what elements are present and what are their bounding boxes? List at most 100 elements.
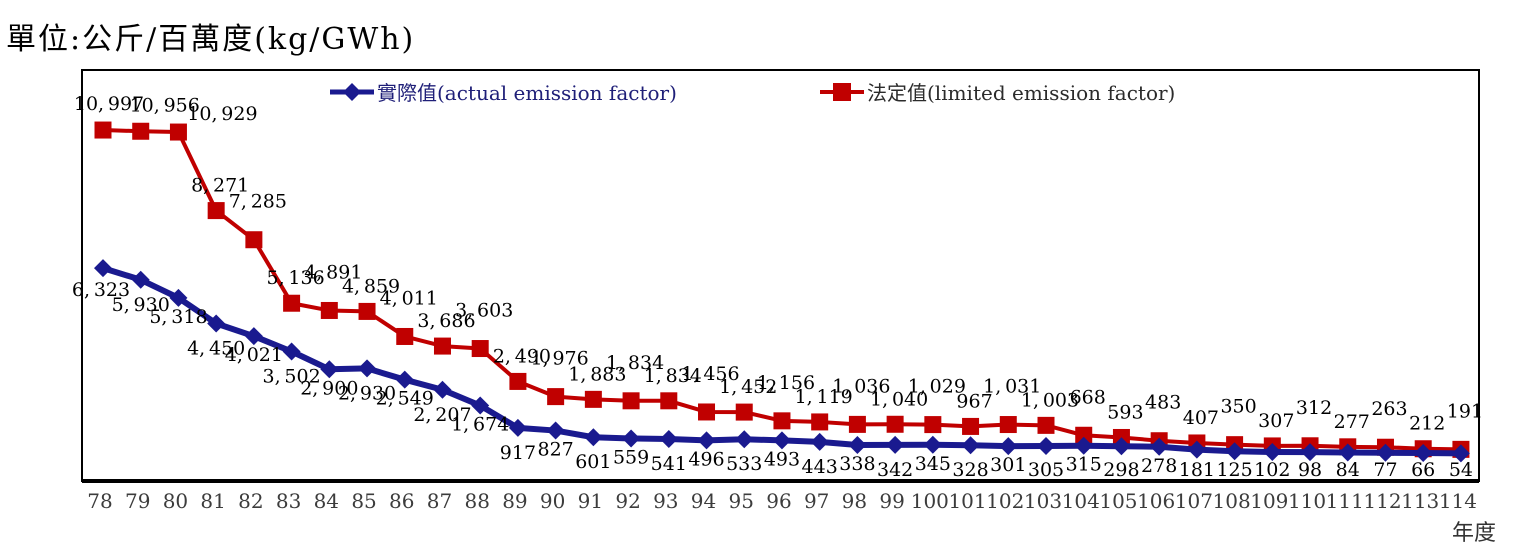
data-point-marker [395, 370, 414, 389]
x-tick-label: 113 [1401, 489, 1439, 513]
legend-diamond-marker [343, 83, 361, 101]
x-tick-label: 81 [200, 489, 225, 513]
x-tick-label: 90 [540, 489, 565, 513]
data-point-marker [433, 337, 451, 355]
data-point-marker [320, 301, 338, 319]
limited-value-label: 7, 285 [229, 191, 287, 213]
actual-value-label: 84 [1336, 459, 1360, 481]
limited-value-label: 1, 834 [644, 365, 702, 387]
x-tick-label: 107 [1175, 489, 1213, 513]
limited-value-label: 1, 883 [568, 363, 626, 385]
limited-value-label: 2, 490 [493, 345, 551, 367]
data-point-marker [1037, 436, 1055, 455]
data-point-marker [735, 430, 754, 449]
series-limited [94, 121, 1470, 458]
limited-value-label: 1, 156 [757, 372, 815, 394]
data-point-marker [169, 123, 187, 141]
actual-value-label: 493 [764, 448, 800, 470]
limited-value-label: 5, 136 [267, 267, 325, 289]
actual-value-label: 301 [990, 454, 1026, 476]
data-point-marker [508, 418, 527, 437]
data-point-marker [244, 327, 263, 346]
data-point-marker [584, 390, 602, 408]
data-point-marker [584, 428, 603, 447]
actual-value-label: 345 [915, 453, 951, 475]
actual-value-label: 328 [952, 459, 988, 481]
legend: 實際值(actual emission factor) 法定值(limited e… [330, 81, 1175, 105]
data-point-marker [1075, 426, 1093, 444]
data-point-marker [396, 327, 414, 345]
x-tick-label: 99 [879, 489, 904, 513]
x-tick-label: 93 [653, 489, 678, 513]
series-actual [94, 259, 1470, 463]
data-point-marker [924, 416, 942, 434]
actual-value-label: 3, 502 [263, 366, 321, 388]
limited-value-label: 1, 040 [870, 388, 928, 410]
actual-value-label: 98 [1298, 459, 1322, 481]
x-tick-label: 98 [842, 489, 867, 513]
data-point-marker [962, 417, 980, 435]
limited-value-label: 593 [1107, 401, 1143, 423]
x-tick-label: 96 [766, 489, 791, 513]
x-tick-label: 91 [578, 489, 603, 513]
actual-value-label: 6, 323 [72, 279, 130, 301]
x-tick-label: 108 [1213, 489, 1251, 513]
actual-value-label: 2, 207 [413, 404, 471, 426]
data-point-marker [94, 121, 112, 139]
x-tick-label: 101 [948, 489, 986, 513]
x-tick-label: 106 [1137, 489, 1175, 513]
series-line [102, 128, 1461, 452]
data-point-marker [547, 388, 565, 406]
data-point-marker [659, 430, 678, 449]
x-tick-label: 84 [314, 489, 339, 513]
data-point-marker [169, 288, 188, 307]
x-tick-label: 109 [1250, 489, 1288, 513]
x-tick-label: 78 [87, 489, 112, 513]
limited-value-label: 10, 997 [74, 93, 144, 115]
x-tick-label: 112 [1363, 489, 1401, 513]
actual-value-label: 827 [538, 439, 574, 461]
actual-value-label: 533 [726, 453, 762, 475]
data-point-marker [999, 437, 1018, 456]
data-point-marker [698, 403, 716, 421]
limited-value-label: 1, 119 [795, 386, 853, 408]
data-point-marker [999, 416, 1017, 434]
x-axis-ticks: 78 79 80 81 82 83 84 85 86 87 88 89 90 91 92 93 94 95 96 97… [87, 489, 1477, 513]
actual-value-label: 559 [613, 446, 649, 468]
data-point-marker [773, 412, 791, 430]
x-tick-label: 102 [986, 489, 1024, 513]
data-point-marker [1414, 444, 1433, 463]
x-tick-label: 85 [351, 489, 376, 513]
actual-value-label: 278 [1141, 455, 1177, 477]
limited-value-label: 1, 452 [719, 376, 777, 398]
x-tick-label: 79 [125, 489, 150, 513]
data-point-marker [94, 259, 112, 278]
actual-value-label: 125 [1216, 459, 1252, 481]
data-point-marker [1376, 443, 1395, 462]
legend-label: 實際值(actual emission factor) [377, 81, 677, 105]
data-point-marker [358, 302, 376, 320]
x-axis-title: 年度 [1452, 521, 1496, 546]
actual-value-label: 4, 021 [225, 344, 283, 366]
limited-value-label: 407 [1183, 407, 1219, 429]
data-point-marker [1451, 444, 1470, 463]
x-tick-label: 92 [615, 489, 640, 513]
unit-title: 單位:公斤/百萬度(kg/GWh) [6, 22, 416, 57]
limited-value-label: 1, 031 [983, 376, 1041, 398]
legend-square-marker [833, 83, 851, 101]
x-tick-label: 114 [1439, 489, 1477, 513]
data-point-marker [697, 431, 716, 450]
data-point-marker [131, 270, 150, 289]
x-tick-label: 86 [389, 489, 414, 513]
limited-value-label: 1, 456 [681, 363, 739, 385]
limited-value-label: 8, 271 [191, 175, 249, 197]
actual-value-label: 66 [1411, 459, 1435, 481]
actual-value-label: 77 [1373, 459, 1397, 481]
limited-value-label: 4, 891 [304, 261, 362, 283]
limited-value-label: 1, 029 [908, 376, 966, 398]
data-point-marker [132, 122, 150, 140]
actual-value-label: 496 [688, 448, 724, 470]
legend-label: 法定值(limited emission factor) [867, 81, 1175, 105]
data-point-marker [886, 435, 905, 454]
